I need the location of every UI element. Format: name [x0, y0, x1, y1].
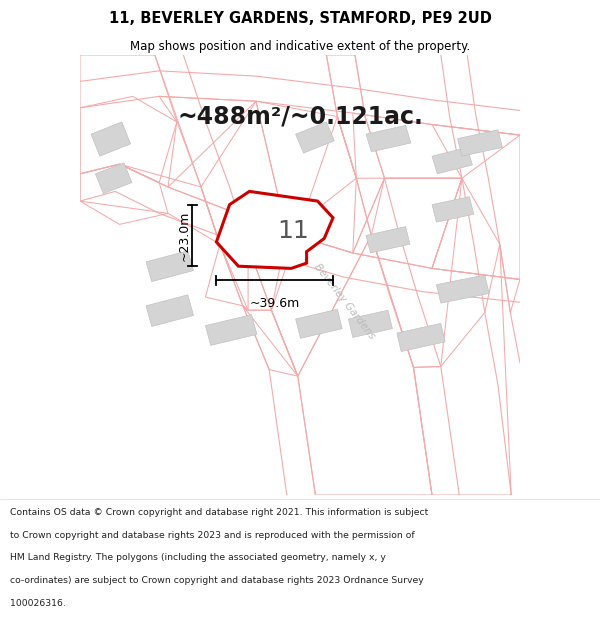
Polygon shape: [432, 148, 472, 174]
Polygon shape: [91, 122, 131, 156]
Polygon shape: [436, 275, 489, 303]
Text: Map shows position and indicative extent of the property.: Map shows position and indicative extent…: [130, 39, 470, 52]
Polygon shape: [95, 162, 132, 194]
Text: 11, BEVERLEY GARDENS, STAMFORD, PE9 2UD: 11, BEVERLEY GARDENS, STAMFORD, PE9 2UD: [109, 11, 491, 26]
Text: Contains OS data © Crown copyright and database right 2021. This information is : Contains OS data © Crown copyright and d…: [10, 508, 428, 517]
Polygon shape: [349, 310, 392, 338]
Text: co-ordinates) are subject to Crown copyright and database rights 2023 Ordnance S: co-ordinates) are subject to Crown copyr…: [10, 576, 424, 585]
Text: ~488m²/~0.121ac.: ~488m²/~0.121ac.: [177, 104, 423, 129]
Text: Beverley Gardens: Beverley Gardens: [311, 262, 376, 341]
Text: HM Land Registry. The polygons (including the associated geometry, namely x, y: HM Land Registry. The polygons (includin…: [10, 554, 385, 562]
Polygon shape: [432, 197, 474, 222]
Polygon shape: [296, 122, 334, 153]
Polygon shape: [146, 295, 194, 326]
Text: 100026316.: 100026316.: [10, 599, 65, 608]
Polygon shape: [296, 309, 342, 338]
Polygon shape: [458, 130, 502, 156]
Text: ~23.0m: ~23.0m: [178, 210, 191, 261]
Text: to Crown copyright and database rights 2023 and is reproduced with the permissio: to Crown copyright and database rights 2…: [10, 531, 414, 540]
Polygon shape: [146, 251, 194, 282]
Text: ~39.6m: ~39.6m: [250, 297, 300, 310]
Polygon shape: [205, 314, 257, 346]
Polygon shape: [366, 126, 411, 152]
Polygon shape: [366, 227, 410, 253]
Polygon shape: [217, 191, 333, 268]
Polygon shape: [397, 323, 445, 351]
Text: 11: 11: [277, 219, 309, 243]
